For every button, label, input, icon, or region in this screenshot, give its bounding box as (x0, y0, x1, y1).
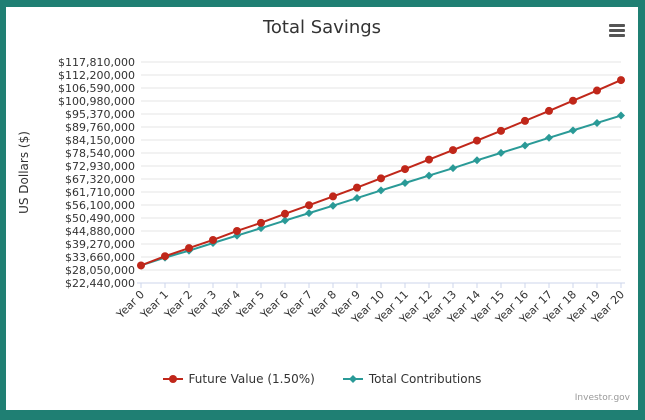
data-point-future-value (185, 244, 193, 253)
data-point-total-contributions (569, 126, 577, 135)
data-point-future-value (497, 126, 505, 135)
chart-title: Total Savings (262, 17, 382, 38)
data-point-total-contributions (521, 141, 529, 150)
data-point-future-value (377, 174, 385, 183)
data-point-total-contributions (377, 186, 385, 195)
data-point-total-contributions (353, 194, 361, 203)
data-point-total-contributions (617, 111, 625, 120)
legend-marker-future-value (162, 375, 183, 383)
data-point-future-value (473, 136, 481, 145)
data-point-total-contributions (449, 164, 457, 173)
data-point-future-value (521, 116, 529, 125)
y-tick-label: $56,100,000 (65, 199, 135, 212)
data-point-total-contributions (305, 209, 313, 218)
data-point-total-contributions (425, 171, 433, 180)
data-point-future-value (449, 146, 457, 155)
legend-label-future-value: Future Value (1.50%) (188, 372, 315, 386)
data-point-future-value (257, 218, 265, 227)
y-tick-label: $95,370,000 (65, 108, 135, 121)
data-point-future-value (617, 76, 625, 85)
data-point-future-value (305, 201, 313, 210)
legend-item-total-contributions[interactable]: Total Contributions (342, 372, 482, 386)
y-tick-label: $72,930,000 (65, 160, 135, 173)
legend-marker-total-contributions (342, 375, 363, 383)
data-point-total-contributions (401, 178, 409, 187)
y-tick-label: $39,270,000 (65, 238, 135, 251)
data-point-total-contributions (329, 201, 337, 210)
legend-item-future-value[interactable]: Future Value (1.50%) (162, 372, 315, 386)
data-point-future-value (209, 235, 217, 244)
y-tick-label: $61,710,000 (65, 186, 135, 199)
data-point-total-contributions (497, 148, 505, 157)
y-tick-label: $33,660,000 (65, 251, 135, 264)
y-tick-label: $50,490,000 (65, 212, 135, 225)
chart-legend: Future Value (1.50%) Total Contributions (6, 372, 638, 386)
y-tick-label: $89,760,000 (65, 121, 135, 134)
y-tick-label: $84,150,000 (65, 134, 135, 147)
y-tick-label: $67,320,000 (65, 173, 135, 186)
data-point-future-value (281, 209, 289, 218)
data-point-total-contributions (593, 118, 601, 127)
y-tick-label: $100,980,000 (58, 95, 135, 108)
data-point-total-contributions (281, 216, 289, 225)
data-point-future-value (329, 192, 337, 201)
data-point-future-value (593, 86, 601, 95)
y-tick-label: $112,200,000 (58, 69, 135, 82)
data-point-future-value (545, 106, 553, 115)
y-tick-label: $117,810,000 (58, 56, 135, 69)
chart-container: Total Savings $117,810,000 $112,200,000 $1… (6, 7, 638, 410)
y-tick-label: $44,880,000 (65, 225, 135, 238)
data-point-future-value (401, 165, 409, 174)
data-point-future-value (137, 261, 145, 270)
y-tick-label: $22,440,000 (65, 277, 135, 290)
hamburger-menu-icon[interactable] (609, 24, 625, 38)
data-point-future-value (425, 155, 433, 164)
y-tick-label: $106,590,000 (58, 82, 135, 95)
legend-label-total-contributions: Total Contributions (368, 372, 482, 386)
data-point-future-value (233, 226, 241, 235)
data-point-future-value (569, 96, 577, 105)
data-point-future-value (353, 183, 361, 192)
line-chart: $117,810,000$112,200,000$106,590,000$100… (17, 56, 627, 327)
data-point-total-contributions (545, 133, 553, 142)
y-axis-title: US Dollars ($) (17, 131, 31, 214)
data-point-total-contributions (473, 156, 481, 165)
data-point-future-value (161, 252, 169, 261)
y-tick-label: $78,540,000 (65, 147, 135, 160)
y-tick-label: $28,050,000 (65, 264, 135, 277)
credit-link[interactable]: Investor.gov (574, 393, 630, 403)
